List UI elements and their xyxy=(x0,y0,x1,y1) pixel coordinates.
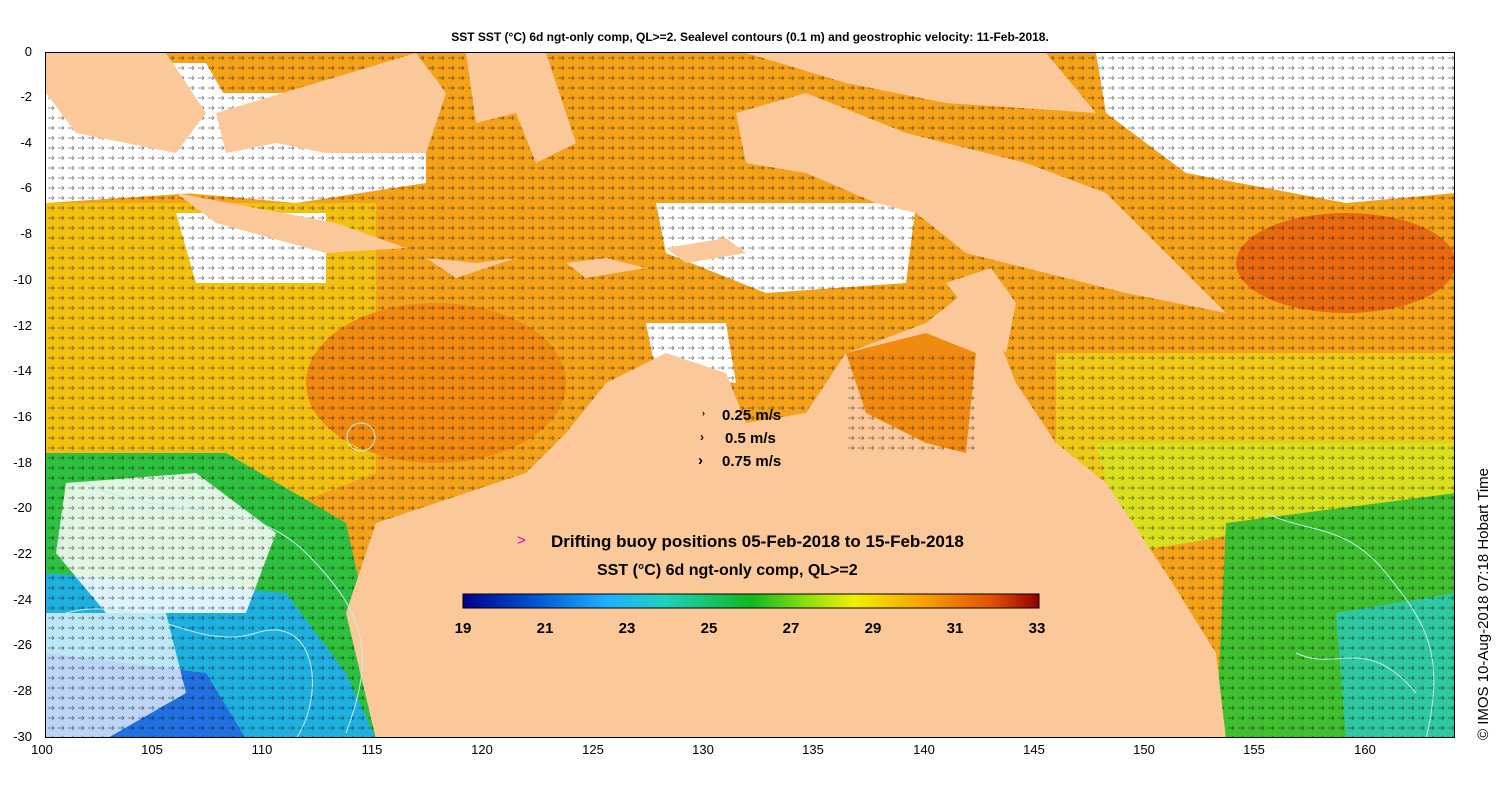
x-tick-label: 140 xyxy=(913,742,935,757)
buoy-legend-label: Drifting buoy positions 05-Feb-2018 to 1… xyxy=(551,532,964,551)
y-tick-label: -18 xyxy=(13,455,32,470)
x-tick-label: 160 xyxy=(1354,742,1376,757)
colorbar-tick-label: 23 xyxy=(618,620,636,637)
y-tick-label: -16 xyxy=(13,409,32,424)
y-tick-label: -6 xyxy=(20,180,32,195)
colorbar-label: SST (°C) 6d ngt-only comp, QL>=2 xyxy=(597,562,858,579)
x-tick-label: 105 xyxy=(141,742,163,757)
arrow-small-icon: › xyxy=(702,408,705,418)
x-tick-label: 110 xyxy=(251,742,273,757)
y-tick-label: -12 xyxy=(13,318,32,333)
y-tick-label: -30 xyxy=(13,729,32,744)
colorbar-tick-label: 31 xyxy=(946,620,964,637)
velocity-legend-item: 0.75 m/s xyxy=(722,453,782,470)
x-tick-label: 100 xyxy=(31,742,53,757)
y-tick-label: -22 xyxy=(13,546,32,561)
y-tick-label: -2 xyxy=(20,89,32,104)
y-tick-label: 0 xyxy=(24,44,32,59)
velocity-legend-item: 0.5 m/s xyxy=(725,430,776,447)
y-tick-label: -20 xyxy=(13,500,32,515)
colorbar-tick-label: 21 xyxy=(536,620,554,637)
arrow-medium-icon: › xyxy=(700,430,704,444)
buoy-marker-icon: > xyxy=(517,532,526,549)
x-tick-label: 130 xyxy=(692,742,714,757)
land-australia xyxy=(346,283,1226,737)
land-java xyxy=(176,193,406,253)
x-tick-label: 125 xyxy=(582,742,604,757)
land-borneo xyxy=(216,53,446,153)
x-tick-label: 155 xyxy=(1243,742,1265,757)
sst-map-canvas xyxy=(46,53,1454,737)
colorbar-tick-label: 19 xyxy=(454,620,472,637)
y-tick-label: -28 xyxy=(13,683,32,698)
colorbar-tick-label: 33 xyxy=(1028,620,1046,637)
y-tick-label: -24 xyxy=(13,592,32,607)
y-tick-label: -14 xyxy=(13,363,32,378)
y-tick-label: -26 xyxy=(13,637,32,652)
sst-map xyxy=(45,52,1455,738)
x-tick-label: 150 xyxy=(1133,742,1155,757)
x-tick-label: 135 xyxy=(802,742,824,757)
x-tick-label: 115 xyxy=(361,742,383,757)
y-tick-label: -10 xyxy=(13,272,32,287)
arrow-large-icon: › xyxy=(698,452,703,469)
land-sumatra xyxy=(46,53,206,153)
land-sulawesi xyxy=(466,53,576,163)
x-tick-label: 120 xyxy=(471,742,493,757)
colorbar-tick-label: 25 xyxy=(700,620,718,637)
x-tick-label: 145 xyxy=(1023,742,1045,757)
velocity-legend-item: 0.25 m/s xyxy=(722,407,782,424)
colorbar xyxy=(462,593,1040,609)
y-tick-label: -8 xyxy=(20,226,32,241)
colorbar-tick-label: 29 xyxy=(864,620,882,637)
y-tick-label: -4 xyxy=(20,135,32,150)
land-new-guinea xyxy=(736,93,1226,313)
map-title: SST SST (°C) 6d ngt-only comp, QL>=2. Se… xyxy=(451,30,1049,44)
credit-text: © IMOS 10-Aug-2018 07:18 Hobart Time xyxy=(1475,467,1492,740)
colorbar-tick-label: 27 xyxy=(782,620,800,637)
